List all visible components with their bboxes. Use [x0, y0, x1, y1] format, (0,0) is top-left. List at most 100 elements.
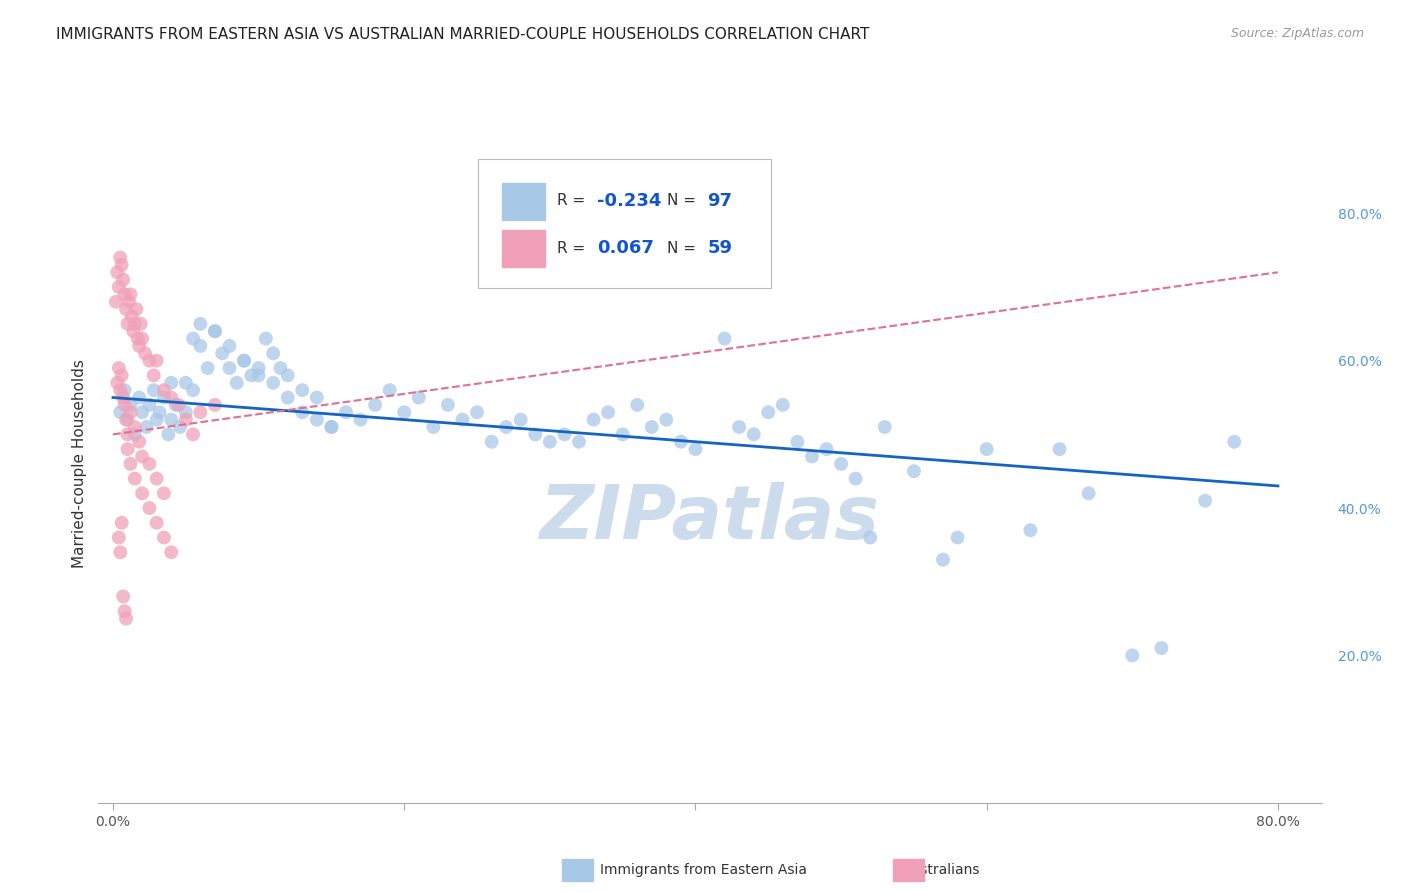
Point: [138, 501, 160, 516]
Point: [211, 346, 233, 360]
Point: [655, 412, 678, 426]
Point: [845, 472, 868, 486]
Point: [108, 280, 131, 294]
Point: [291, 383, 314, 397]
Point: [596, 405, 619, 419]
Point: [1049, 442, 1071, 456]
Point: [169, 420, 191, 434]
Point: [104, 294, 127, 309]
Point: [305, 391, 328, 405]
Point: [105, 265, 128, 279]
Point: [859, 531, 882, 545]
Text: Australians: Australians: [903, 863, 981, 877]
Point: [204, 324, 226, 338]
Point: [167, 398, 190, 412]
Point: [247, 368, 270, 383]
Point: [262, 376, 284, 390]
Point: [538, 434, 561, 449]
Point: [291, 405, 314, 419]
Point: [349, 412, 371, 426]
Point: [392, 405, 416, 419]
Point: [145, 353, 167, 368]
Point: [335, 405, 357, 419]
Point: [188, 317, 212, 331]
Point: [174, 376, 197, 390]
Point: [1019, 523, 1042, 537]
Point: [568, 434, 591, 449]
Point: [218, 339, 240, 353]
Point: [204, 398, 226, 412]
Point: [321, 420, 343, 434]
Point: [124, 317, 146, 331]
Point: [112, 590, 135, 604]
Point: [145, 516, 167, 530]
Text: N =: N =: [668, 241, 702, 256]
Point: [946, 531, 969, 545]
Point: [114, 383, 136, 397]
Text: 97: 97: [707, 192, 733, 210]
Point: [115, 412, 138, 426]
Point: [669, 434, 692, 449]
Point: [118, 294, 141, 309]
Point: [165, 398, 187, 412]
Point: [801, 450, 824, 464]
Point: [728, 420, 751, 434]
Point: [174, 412, 197, 426]
Point: [247, 361, 270, 376]
Point: [815, 442, 838, 456]
Point: [110, 251, 132, 265]
Point: [117, 317, 139, 331]
Point: [465, 405, 488, 419]
Point: [772, 398, 794, 412]
Point: [129, 317, 152, 331]
Point: [121, 310, 143, 324]
Point: [225, 376, 247, 390]
Point: [188, 405, 212, 419]
Point: [134, 346, 156, 360]
Point: [115, 611, 138, 625]
Point: [321, 420, 343, 434]
Point: [114, 287, 136, 301]
Point: [108, 531, 131, 545]
Point: [138, 457, 160, 471]
Point: [110, 545, 132, 559]
Point: [131, 405, 153, 419]
Point: [160, 412, 183, 426]
Point: [157, 427, 180, 442]
Point: [142, 383, 165, 397]
Point: [105, 376, 128, 390]
Point: [131, 450, 153, 464]
Point: [262, 346, 284, 360]
Point: [108, 361, 131, 376]
Point: [128, 434, 150, 449]
Point: [641, 420, 664, 434]
Point: [110, 383, 132, 397]
Point: [111, 516, 134, 530]
Point: [111, 368, 134, 383]
Point: [110, 405, 132, 419]
Point: [524, 427, 547, 442]
Point: [932, 552, 955, 566]
Point: [553, 427, 575, 442]
Point: [120, 287, 142, 301]
Point: [153, 383, 176, 397]
Point: [873, 420, 896, 434]
Point: [378, 383, 401, 397]
Point: [138, 398, 160, 412]
Point: [160, 391, 183, 405]
Point: [112, 391, 135, 405]
Point: [422, 420, 444, 434]
Point: [153, 531, 176, 545]
Point: [197, 361, 219, 376]
Point: [364, 398, 387, 412]
Point: [1223, 434, 1246, 449]
Point: [125, 302, 148, 317]
Point: [153, 391, 176, 405]
Point: [153, 486, 176, 500]
Point: [120, 457, 142, 471]
Point: [145, 472, 167, 486]
Point: [181, 427, 204, 442]
Text: ZIPatlas: ZIPatlas: [540, 482, 880, 555]
Text: 59: 59: [707, 239, 733, 257]
Point: [756, 405, 779, 419]
